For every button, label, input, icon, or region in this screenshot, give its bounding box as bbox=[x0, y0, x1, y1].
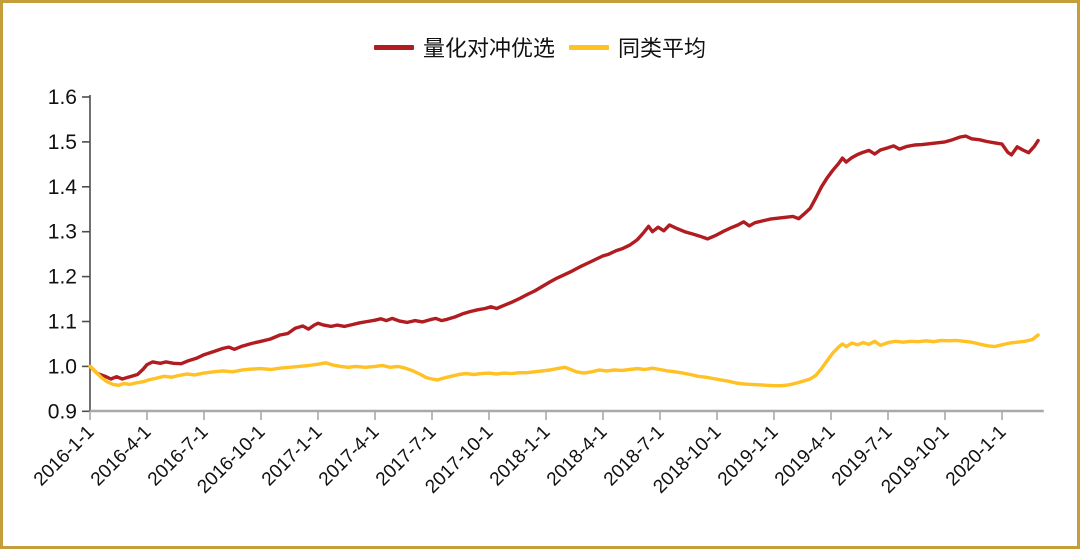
x-axis-tick-label: 2020-1-1 bbox=[942, 422, 1011, 491]
x-axis-tick-label: 2017-1-1 bbox=[258, 422, 327, 491]
y-axis-tick-label: 1.1 bbox=[48, 311, 77, 334]
series2-line-swatch bbox=[569, 44, 609, 50]
series-line-peer-average bbox=[88, 333, 1040, 388]
x-axis-tick-label: 2017-4-1 bbox=[315, 422, 384, 491]
y-axis-tick-label: 1.2 bbox=[48, 266, 77, 289]
y-axis-tick-label: 1.5 bbox=[48, 131, 77, 154]
legend-item-series2: 同类平均 bbox=[569, 31, 706, 63]
y-axis-tick-label: 0.9 bbox=[48, 400, 77, 423]
y-axis-tick-label: 1.3 bbox=[48, 221, 77, 244]
x-axis-tick-label: 2018-4-1 bbox=[543, 422, 612, 491]
y-axis-tick-label: 1.4 bbox=[48, 176, 78, 199]
x-axis-tick-label: 2019-4-1 bbox=[771, 422, 840, 491]
series1-line-swatch bbox=[373, 44, 414, 50]
y-axis-tick-label: 1.0 bbox=[48, 355, 77, 378]
x-axis-tick-label: 2016-4-1 bbox=[87, 422, 156, 491]
series1-legend-label: 量化对冲优选 bbox=[422, 36, 555, 61]
series-line-quant-hedge bbox=[88, 134, 1040, 381]
y-axis-tick-label: 1.6 bbox=[48, 86, 77, 109]
x-axis-tick-label: 2016-1-1 bbox=[30, 422, 99, 491]
x-axis-tick-label: 2019-1-1 bbox=[714, 422, 783, 491]
series2-legend-label: 同类平均 bbox=[618, 36, 707, 61]
line-chart-canvas: 0.9 1.0 1.1 1.2 1.3 1.4 1.5 1.6 2016-1-12016-4-1… bbox=[30, 86, 1044, 498]
x-axis-tick-label: 2018-1-1 bbox=[486, 422, 555, 491]
chart-legend: 量化对冲优选 同类平均 bbox=[3, 31, 1077, 63]
legend-item-series1: 量化对冲优选 bbox=[373, 31, 555, 63]
